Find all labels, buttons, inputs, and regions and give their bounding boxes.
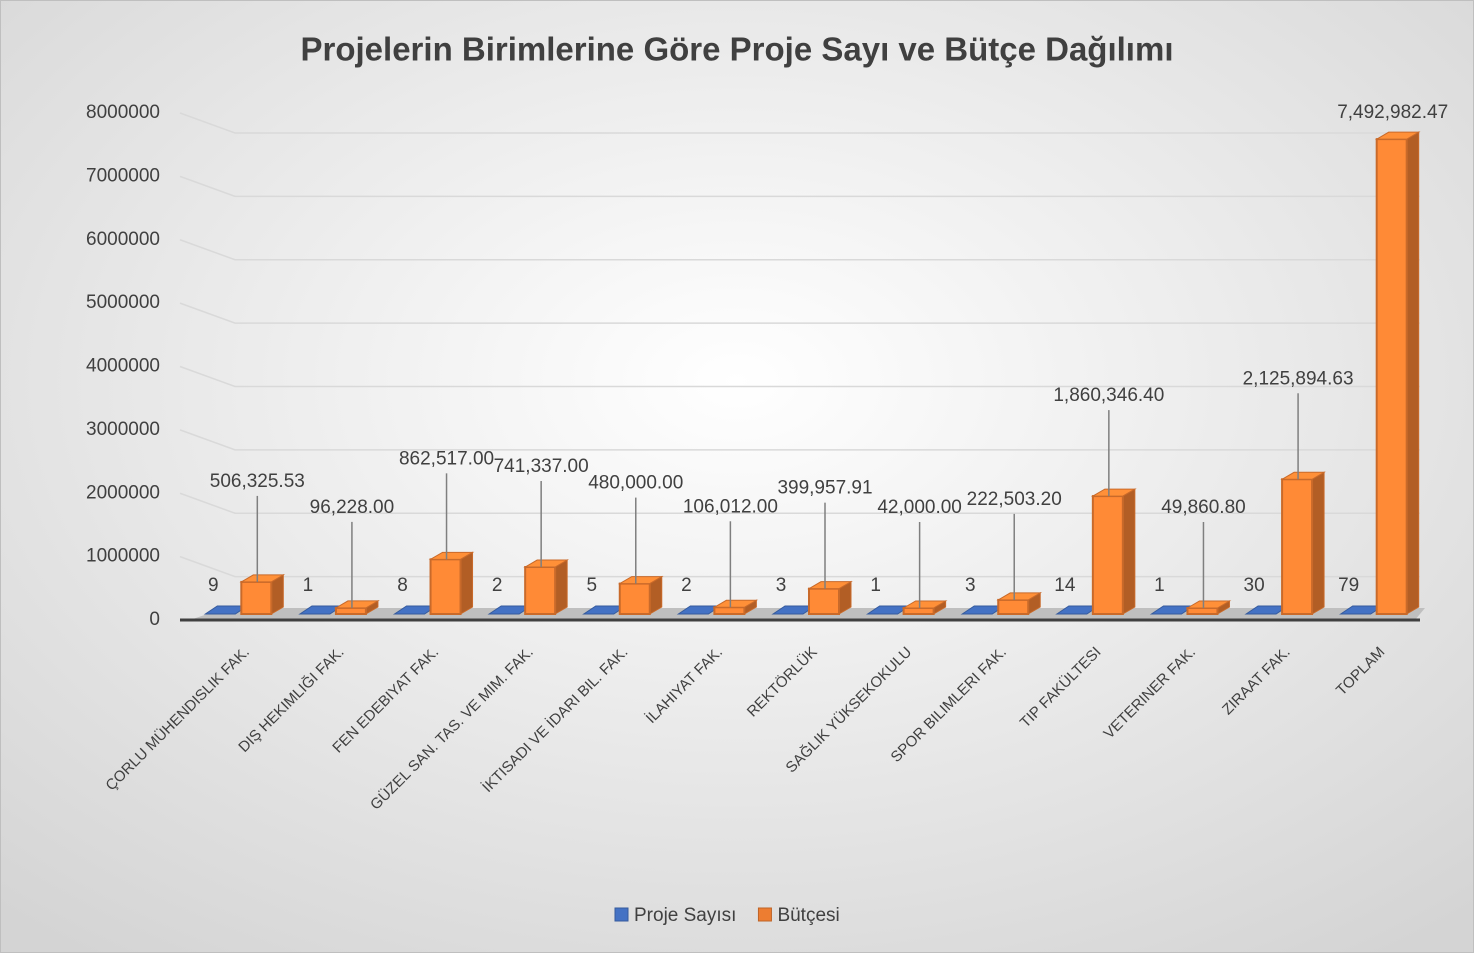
bar-butce-front [713,606,746,616]
value-label: 2 [681,575,692,596]
grid-line [179,555,1420,578]
bar-butce-top [428,551,475,560]
bar-butce-front [524,566,557,615]
bar-butce-top [1280,471,1326,480]
value-label: 3 [776,575,787,596]
bar-butce [807,580,853,615]
y-tick-label: 0 [149,609,160,630]
y-tick-label: 4000000 [86,356,160,377]
bar-butce-top [1090,488,1137,497]
value-label: 49,860.80 [1161,497,1246,518]
value-label: 862,517.00 [399,448,494,469]
value-label: 5 [586,575,597,596]
grid-line [179,112,1420,134]
y-tick-label: 6000000 [86,229,160,250]
value-label: 1 [870,575,881,596]
grid-line [179,365,1420,388]
value-label: 42,000.00 [877,497,962,518]
grid-line [179,302,1420,324]
bar-butce-front [240,580,273,615]
bar-butce-front [429,558,462,616]
bar-butce-front [334,606,367,615]
bar-butce-side [460,551,474,615]
bar-butce-front [1281,478,1314,615]
value-label: 96,228.00 [310,497,395,518]
bar-butce-top [239,574,286,583]
grid-line [179,239,1420,261]
bar-butce-front [997,598,1030,616]
y-tick-label: 3000000 [86,419,160,440]
value-label: 2,125,894.63 [1243,368,1354,389]
bar-butce-side [1122,488,1136,615]
value-label: 7,492,982.47 [1337,102,1448,123]
value-label: 506,325.53 [210,471,305,492]
value-label: 222,503.20 [967,489,1062,510]
y-tick-label: 1000000 [86,546,160,567]
bar-butce-front [1186,607,1219,615]
bar-butce [1185,600,1232,615]
bar-butce-top [712,599,759,608]
legend-label: Bütçesi [777,905,839,926]
grid-line [179,429,1420,451]
bar-butce [1090,488,1137,616]
value-label: 741,337.00 [494,456,589,477]
bar-butce [996,592,1043,616]
y-tick-label: 7000000 [86,165,160,186]
bar-butce [712,599,759,616]
legend-label: Proje Sayısı [634,905,736,926]
grid-line [179,175,1420,198]
chart-title: Projelerin Birimlerine Göre Proje Sayı v… [301,31,1174,68]
bar-butce [239,574,286,615]
bar-butce-top [1374,131,1421,140]
bar-butce-top [996,592,1043,601]
bar-butce-front [1375,138,1408,615]
value-label: 480,000.00 [588,473,683,494]
bar-butce-front [902,607,935,615]
value-label: 399,957.91 [777,478,872,499]
value-label: 8 [397,575,408,596]
legend-swatch [614,907,629,922]
value-label: 2 [492,575,503,596]
value-label: 3 [965,575,976,596]
bar-butce-top [1185,600,1232,609]
bar-butce-side [1311,471,1325,615]
bar-butce-front [1091,495,1124,616]
bar-butce [901,600,948,615]
value-label: 30 [1244,575,1265,596]
value-label: 14 [1054,575,1076,596]
y-tick-label: 5000000 [86,292,160,313]
value-label: 79 [1338,575,1359,596]
bar-butce [1374,131,1421,615]
bar-butce-side [1406,131,1420,615]
bar-butce-front [808,587,840,615]
bar-butce-side [554,559,568,615]
legend-swatch [757,907,772,922]
bar-butce [428,551,475,616]
bar-butce-top [807,581,853,590]
bar-butce-top [617,576,664,585]
value-label: 1,860,346.40 [1053,385,1164,406]
value-label: 1 [1154,575,1165,596]
bar-butce [1280,471,1326,615]
bar-butce-top [901,600,948,609]
y-tick-label: 2000000 [86,482,160,503]
y-tick-label: 8000000 [86,102,160,123]
value-label: 1 [303,575,314,596]
bar-butce-front [618,582,651,616]
value-label: 9 [208,575,219,596]
bar-butce-top [523,559,570,568]
bar-butce [617,575,664,616]
bar-butce [334,600,380,615]
bar-butce-top [334,600,380,609]
bar-butce [523,559,570,615]
value-label: 106,012.00 [683,496,778,517]
grid-line [179,492,1420,514]
